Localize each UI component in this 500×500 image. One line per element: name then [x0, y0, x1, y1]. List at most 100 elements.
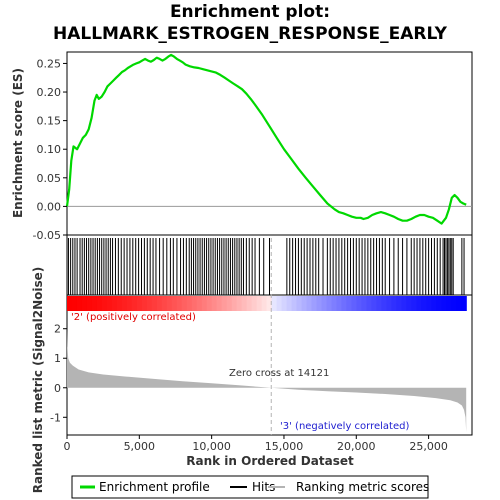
- colorbar-segment: [451, 296, 457, 311]
- colorbar-segment: [236, 296, 243, 311]
- x-tick-label: 20,000: [337, 440, 376, 453]
- colorbar-segment: [316, 296, 323, 311]
- colorbar-segment: [241, 296, 248, 311]
- metric-y-tick-label: 2: [54, 323, 61, 336]
- colorbar-segment: [281, 296, 288, 311]
- x-tick-label: 5,000: [124, 440, 156, 453]
- colorbar-segment: [186, 296, 193, 311]
- colorbar-segment: [196, 296, 203, 311]
- colorbar-segment: [296, 296, 303, 311]
- es-y-tick-label: 0.00: [37, 200, 62, 213]
- colorbar-segment: [67, 296, 73, 311]
- colorbar-segment: [426, 296, 432, 311]
- colorbar-segment: [306, 296, 313, 311]
- metric-y-tick-label: -1: [50, 411, 61, 424]
- colorbar-segment: [76, 296, 83, 311]
- colorbar-segment: [166, 296, 173, 311]
- colorbar-segment: [271, 296, 278, 311]
- colorbar-segment: [291, 296, 298, 311]
- x-axis-label: Rank in Ordered Dataset: [186, 454, 354, 468]
- colorbar-segment: [96, 296, 103, 311]
- colorbar-segment: [146, 296, 153, 311]
- colorbar-segment: [436, 296, 442, 311]
- legend-label-metric: Ranking metric scores: [296, 480, 429, 494]
- legend-label-hits: Hits: [252, 480, 275, 494]
- colorbar-segment: [86, 296, 93, 311]
- colorbar-segment: [366, 296, 373, 311]
- colorbar-segment: [126, 296, 133, 311]
- colorbar-segment: [266, 296, 273, 311]
- colorbar-segment: [446, 296, 452, 311]
- es-layer: [65, 53, 472, 225]
- colorbar-segment: [351, 296, 358, 311]
- chart-subtitle: HALLMARK_ESTROGEN_RESPONSE_EARLY: [53, 24, 448, 44]
- es-y-tick-label: 0.25: [37, 57, 62, 70]
- colorbar-segment: [201, 296, 208, 311]
- colorbar-segment: [226, 296, 233, 311]
- metric-y-axis-label: Ranked list metric (Signal2Noise): [31, 267, 45, 494]
- es-y-tick-label: 0.05: [37, 172, 62, 185]
- es-panel-frame: [66, 51, 473, 236]
- colorbar-segment: [101, 296, 108, 311]
- colorbar-segment: [216, 296, 223, 311]
- colorbar-segment: [441, 296, 447, 311]
- colorbar-segment: [191, 296, 198, 311]
- colorbar-segment: [416, 296, 422, 311]
- colorbar-segment: [376, 296, 382, 311]
- legend-box: [71, 475, 429, 499]
- colorbar-segment: [121, 296, 128, 311]
- colorbar-segment: [396, 296, 402, 311]
- zero-cross-label: Zero cross at 14121: [229, 368, 329, 379]
- colorbar-segment: [171, 296, 178, 311]
- colorbar-segment: [371, 296, 377, 311]
- colorbar-segment: [251, 296, 258, 311]
- legend: Enrichment profile Hits Ranking metric s…: [71, 475, 429, 499]
- colorbar-segment: [311, 296, 318, 311]
- x-tick-label: 15,000: [265, 440, 304, 453]
- chart-title: Enrichment plot:: [170, 2, 330, 22]
- colorbar-segment: [206, 296, 213, 311]
- es-y-axis-label: Enrichment score (ES): [11, 68, 25, 218]
- negative-correlated-label: '3' (negatively correlated): [280, 421, 409, 432]
- colorbar-segment: [221, 296, 228, 311]
- colorbar-segment: [346, 296, 353, 311]
- colorbar-segment: [106, 296, 113, 311]
- colorbar-segment: [136, 296, 143, 311]
- colorbar-segment: [131, 296, 138, 311]
- colorbar-segment: [391, 296, 397, 311]
- colorbar-segment: [336, 296, 343, 311]
- colorbar-segment: [406, 296, 412, 311]
- colorbar-segment: [261, 296, 268, 311]
- colorbar-segment: [256, 296, 263, 311]
- colorbar-segment: [116, 296, 123, 311]
- colorbar-segment: [326, 296, 333, 311]
- x-tick-label: 25,000: [409, 440, 448, 453]
- colorbar-segment: [141, 296, 148, 311]
- colorbar-segment: [361, 296, 368, 311]
- x-tick-label: 10,000: [192, 440, 231, 453]
- colorbar-segment: [111, 296, 118, 311]
- ranking-metric-area: [67, 328, 467, 432]
- colorbar-segment: [156, 296, 163, 311]
- es-y-tick-label: 0.10: [37, 143, 62, 156]
- colorbar-segment: [356, 296, 363, 311]
- metric-layer: [67, 238, 467, 435]
- colorbar-segment: [461, 296, 467, 311]
- hits-layer: [67, 238, 465, 295]
- x-tick-label: 0: [64, 440, 71, 453]
- colorbar-segment: [456, 296, 462, 311]
- es-y-tick-label: 0.20: [37, 86, 62, 99]
- colorbar-segment: [211, 296, 218, 311]
- es-y-tick-label: -0.05: [33, 229, 61, 242]
- colorbar-segment: [411, 296, 417, 311]
- colorbar-segment: [341, 296, 348, 311]
- colorbar-segment: [431, 296, 437, 311]
- metric-y-tick-label: 0: [54, 382, 61, 395]
- colorbar-segment: [246, 296, 253, 311]
- metric-y-tick-label: 1: [54, 352, 61, 365]
- positive-correlated-label: '2' (positively correlated): [71, 312, 196, 323]
- colorbar-segment: [231, 296, 238, 311]
- colorbar-segment: [301, 296, 308, 311]
- colorbar-segment: [151, 296, 158, 311]
